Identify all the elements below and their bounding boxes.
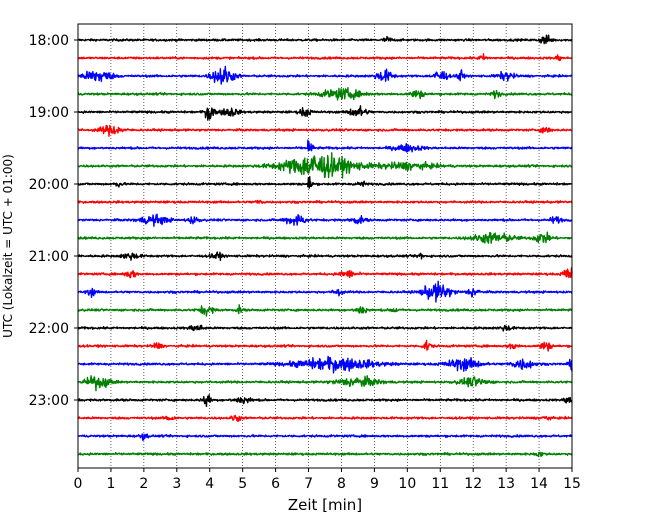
y-tick-label: 18:00 — [29, 33, 69, 49]
x-tick-label: 8 — [337, 476, 346, 492]
y-axis-ticks: 18:00 19:00 20:00 21:00 22:00 23:00 — [29, 33, 78, 409]
trace-1945 — [77, 152, 573, 179]
x-tick-label: 6 — [271, 476, 280, 492]
trace-1830 — [77, 65, 573, 85]
seismic-traces — [77, 34, 573, 458]
trace-2200 — [77, 324, 573, 332]
y-tick-label: 21:00 — [29, 249, 69, 265]
grid-lines — [110, 24, 540, 468]
x-tick-label: 5 — [238, 476, 247, 492]
x-tick-label: 9 — [370, 476, 379, 492]
y-tick-label: 22:00 — [29, 321, 69, 337]
x-tick-label: 12 — [464, 476, 482, 492]
trace-1900 — [77, 105, 573, 121]
trace-2345 — [77, 451, 573, 458]
trace-2000 — [77, 176, 573, 189]
plot-frame — [77, 23, 573, 469]
trace-2315 — [77, 414, 573, 422]
trace-1915 — [77, 124, 573, 137]
y-tick-label: 19:00 — [29, 105, 69, 121]
x-tick-label: 0 — [74, 476, 83, 492]
trace-1845 — [77, 87, 573, 101]
trace-2115 — [77, 266, 573, 279]
x-tick-label: 4 — [205, 476, 214, 492]
trace-2245 — [77, 375, 573, 392]
trace-2030 — [77, 213, 573, 227]
x-tick-label: 3 — [172, 476, 181, 492]
trace-2330 — [77, 433, 573, 441]
trace-1930 — [77, 139, 573, 153]
trace-2130 — [77, 280, 573, 303]
trace-2100 — [77, 251, 573, 262]
y-tick-label: 23:00 — [29, 393, 69, 409]
x-tick-label: 7 — [304, 476, 313, 492]
x-tick-label: 13 — [497, 476, 515, 492]
trace-2045 — [77, 231, 573, 244]
x-axis-ticks: 0 1 2 3 4 5 6 7 8 9 10 11 12 13 14 15 — [74, 468, 581, 492]
trace-1800 — [77, 34, 573, 45]
y-axis-label: UTC (Lokalzeit = UTC + 01:00) — [1, 154, 15, 338]
y-tick-label: 20:00 — [29, 177, 69, 193]
trace-2015 — [77, 199, 573, 205]
trace-2145 — [77, 304, 573, 317]
x-tick-label: 10 — [398, 476, 416, 492]
trace-2300 — [77, 394, 573, 407]
x-tick-label: 1 — [106, 476, 115, 492]
x-axis-label: Zeit [min] — [288, 496, 362, 514]
x-tick-label: 2 — [139, 476, 148, 492]
x-tick-label: 14 — [530, 476, 548, 492]
x-tick-label: 15 — [563, 476, 581, 492]
trace-2215 — [77, 339, 573, 352]
trace-2230 — [77, 355, 573, 374]
trace-1815 — [77, 53, 573, 62]
x-tick-label: 11 — [431, 476, 449, 492]
